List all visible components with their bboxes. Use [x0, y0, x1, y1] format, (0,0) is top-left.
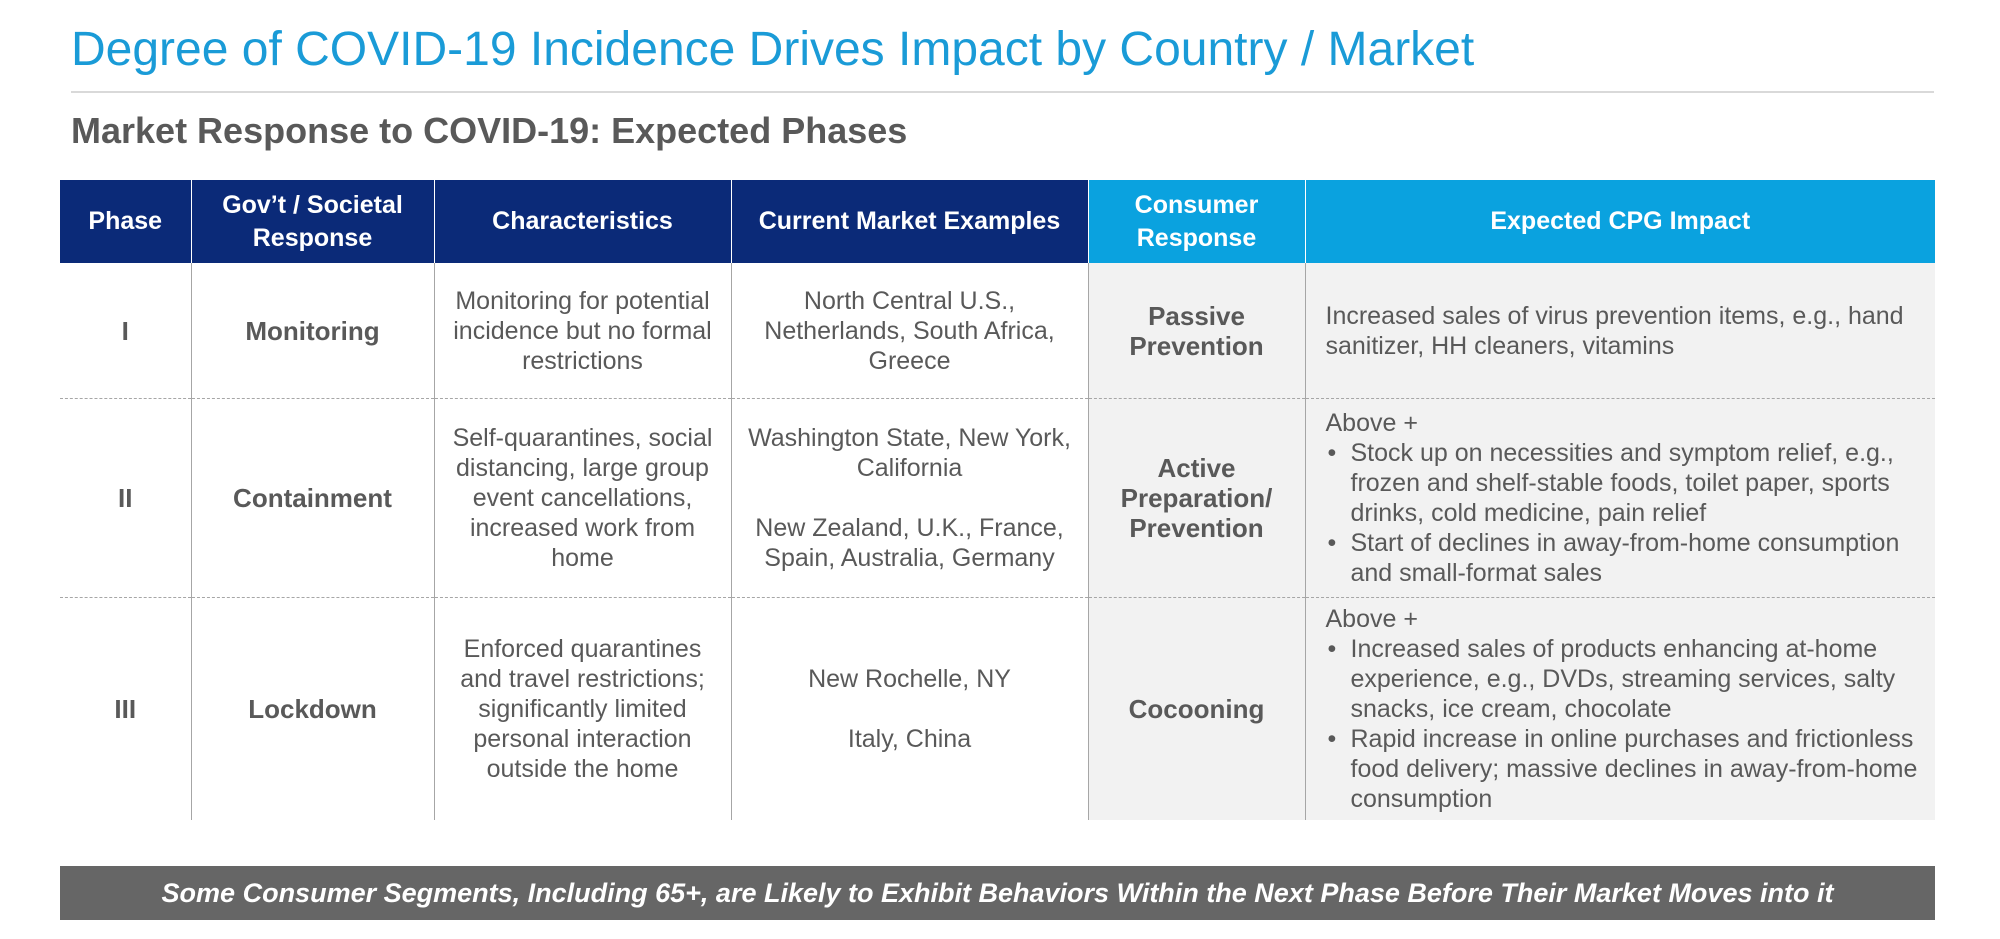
characteristics-cell: Enforced quarantines and travel restrict… — [433, 597, 731, 820]
impact-bullet: Increased sales of products enhancing at… — [1326, 634, 1928, 724]
impact-bullet-list: Increased sales of products enhancing at… — [1326, 634, 1928, 814]
impact-intro: Above + — [1325, 605, 1418, 633]
characteristics-cell: Self-quarantines, social distancing, lar… — [433, 398, 731, 598]
impact-cell: Above + Stock up on necessities and symp… — [1304, 398, 1935, 598]
table-header-row: Phase Gov’t / Societal Response Characte… — [60, 180, 1935, 263]
examples-cell: Washington State, New York, California N… — [730, 398, 1088, 598]
header-consumer-response: Consumer Response — [1087, 180, 1305, 263]
response-cell: Lockdown — [190, 597, 434, 820]
example-group: Washington State, New York, California — [748, 424, 1071, 482]
header-cpg-impact: Expected CPG Impact — [1304, 180, 1935, 263]
table-row: II Containment Self-quarantines, social … — [60, 398, 1935, 598]
footer-banner: Some Consumer Segments, Including 65+, a… — [60, 866, 1935, 920]
impact-bullet: Start of declines in away-from-home cons… — [1326, 528, 1928, 588]
page-title: Degree of COVID-19 Incidence Drives Impa… — [71, 23, 1475, 76]
phase-cell: III — [60, 597, 191, 820]
impact-cell: Above + Increased sales of products enha… — [1304, 597, 1935, 820]
examples-cell: New Rochelle, NY Italy, China — [730, 597, 1088, 820]
example-group: New Rochelle, NY — [808, 665, 1011, 693]
response-cell: Containment — [190, 398, 434, 598]
example-spacer — [740, 483, 1080, 513]
table-row: I Monitoring Monitoring for potential in… — [60, 263, 1935, 399]
header-phase: Phase — [60, 180, 191, 263]
consumer-response-cell: Active Preparation/ Prevention — [1087, 398, 1305, 598]
example-spacer — [740, 694, 1080, 724]
impact-intro: Above + — [1325, 409, 1418, 437]
impact-bullet: Stock up on necessities and symptom reli… — [1326, 438, 1928, 528]
header-characteristics: Characteristics — [433, 180, 731, 263]
phases-table: Phase Gov’t / Societal Response Characte… — [60, 180, 1935, 820]
examples-cell: North Central U.S., Netherlands, South A… — [730, 263, 1088, 399]
impact-bullet: Rapid increase in online purchases and f… — [1326, 724, 1928, 814]
characteristics-cell: Monitoring for potential incidence but n… — [433, 263, 731, 399]
table-row: III Lockdown Enforced quarantines and tr… — [60, 597, 1935, 820]
consumer-response-cell: Cocooning — [1087, 597, 1305, 820]
impact-cell: Increased sales of virus prevention item… — [1304, 263, 1935, 399]
example-group: New Zealand, U.K., France, Spain, Austra… — [755, 514, 1064, 572]
impact-bullet-list: Stock up on necessities and symptom reli… — [1326, 438, 1928, 588]
impact-intro: Increased sales of virus prevention item… — [1325, 301, 1904, 360]
header-examples: Current Market Examples — [730, 180, 1088, 263]
header-response: Gov’t / Societal Response — [190, 180, 434, 263]
phase-cell: I — [121, 315, 129, 346]
page-subtitle: Market Response to COVID-19: Expected Ph… — [71, 110, 908, 151]
phase-cell: II — [60, 398, 191, 598]
example-group: North Central U.S., Netherlands, South A… — [764, 286, 1055, 375]
example-group: Italy, China — [847, 725, 972, 753]
title-divider — [71, 91, 1934, 93]
consumer-response-cell: Passive Prevention — [1087, 263, 1305, 399]
response-cell: Monitoring — [190, 263, 434, 399]
